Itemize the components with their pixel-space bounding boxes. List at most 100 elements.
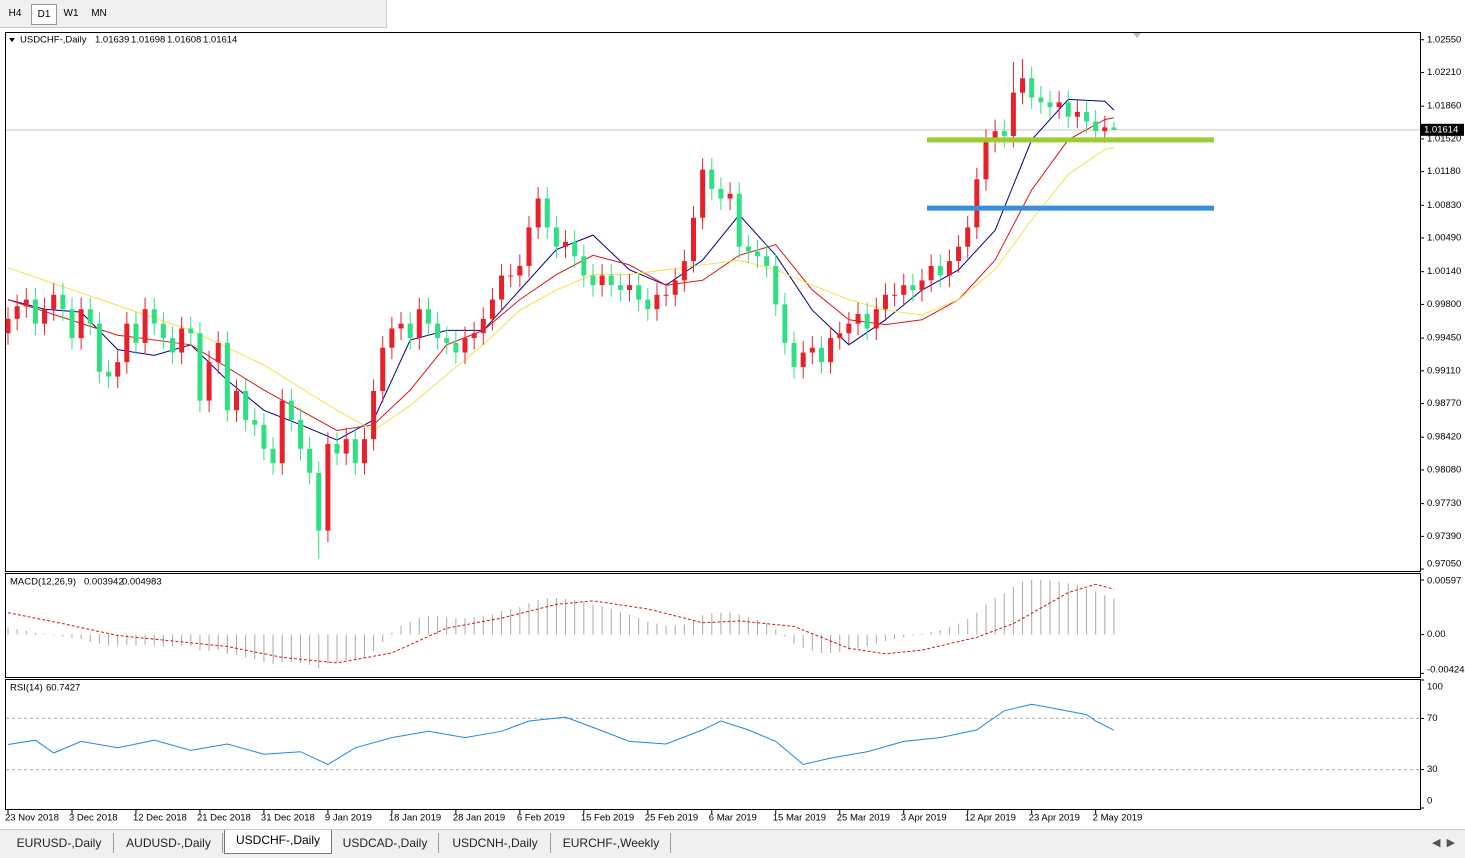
chart-tab[interactable]: AUDUSD-,Daily (115, 833, 223, 853)
y-tick-label: 1.00490 (1427, 233, 1461, 244)
candle-body (956, 246, 962, 262)
macd-bar (894, 634, 896, 640)
macd-bar (382, 634, 384, 642)
candle-body (499, 275, 505, 300)
macd-bar (162, 634, 164, 647)
x-tick-label: 15 Mar 2019 (773, 813, 826, 824)
candle-body (1001, 131, 1007, 136)
y-tick-label: 70 (1427, 713, 1438, 724)
candle-body (919, 280, 925, 290)
chart-tab[interactable]: USDCHF-,Daily (224, 830, 332, 854)
macd-bar (802, 634, 804, 649)
chart-tab[interactable]: EURUSD-,Daily (5, 833, 114, 853)
macd-bar (501, 610, 503, 635)
macd-bar (446, 617, 448, 635)
macd-bar (1067, 583, 1069, 635)
macd-bar (1104, 595, 1106, 635)
candle-body (206, 362, 212, 401)
candle-body (782, 304, 788, 343)
candle-body (297, 419, 303, 449)
y-tick-label: 0 (1427, 796, 1432, 807)
x-tick-label: 12 Apr 2019 (965, 813, 1016, 824)
macd-bar (948, 627, 950, 635)
macd-bar (884, 634, 886, 641)
candle-body (809, 347, 815, 353)
candle-body (224, 342, 230, 411)
candle-body (663, 294, 669, 296)
candle-body (325, 443, 331, 531)
macd-bar (62, 634, 64, 637)
candle-body (1029, 78, 1035, 98)
chart-tab[interactable]: EURCHF-,Weekly (552, 833, 671, 853)
macd-bar (976, 612, 978, 635)
x-tick-label: 31 Dec 2018 (261, 813, 315, 824)
y-tick-label: 1.00140 (1427, 266, 1461, 277)
macd-bar (345, 634, 347, 661)
candle-body (197, 333, 203, 401)
macd-bar (89, 634, 91, 642)
chart-tab[interactable]: USDCNH-,Daily (440, 833, 551, 853)
candle-body (96, 323, 102, 372)
y-tick-label: 0.00597 (1427, 576, 1461, 587)
timeframe-button[interactable]: W1 (63, 8, 79, 19)
timeframe-button[interactable]: H4 (8, 8, 22, 19)
macd-bar (290, 634, 292, 663)
macd-bar (738, 614, 740, 635)
macd-bar (226, 634, 228, 654)
y-tick-label: 0.98770 (1427, 398, 1461, 409)
candle-body (288, 400, 294, 420)
candle-body (361, 439, 367, 464)
candle-body (215, 342, 221, 363)
macd-bar (391, 632, 393, 635)
macd-bar (16, 629, 18, 635)
macd-bar (985, 604, 987, 635)
candle-body (42, 309, 48, 324)
x-tick-label: 3 Apr 2019 (901, 813, 947, 824)
macd-bar (318, 634, 320, 669)
macd-bar (574, 599, 576, 635)
timeframe-button[interactable]: D1 (31, 4, 57, 25)
macd-bar (546, 598, 548, 635)
candle-body (78, 309, 84, 339)
scroll-arrows[interactable]: ◀ ▶ (1432, 837, 1456, 849)
candle-body (965, 227, 971, 247)
ohlc-low: 1.01608 (167, 35, 201, 46)
macd-bar (1012, 587, 1014, 635)
macd-bar (729, 611, 731, 635)
shift-marker (1133, 33, 1141, 38)
candle-body (983, 140, 989, 180)
timeframe-button[interactable]: MN (91, 8, 107, 19)
macd-bar (875, 634, 877, 644)
ohlc-open: 1.01639 (95, 35, 129, 46)
macd-bar (199, 634, 201, 651)
candle-body (334, 443, 340, 454)
chart-tab[interactable]: USDCAD-,Daily (332, 833, 439, 853)
macd-bar (683, 624, 685, 635)
chart-tabs: EURUSD-,Daily AUDUSD-,Daily USDCHF-,Dail… (0, 829, 1465, 858)
candle-body (416, 309, 422, 339)
macd-bar (254, 634, 256, 660)
rsi-title: RSI(14) (10, 683, 43, 694)
macd-bar (747, 617, 749, 635)
candle-body (773, 265, 779, 305)
y-tick-label: 0.98080 (1427, 464, 1461, 475)
macd-bar (34, 632, 36, 635)
candle-body (572, 241, 578, 257)
macd-bar (1040, 579, 1042, 635)
macd-bar (811, 634, 813, 652)
y-tick-label: 100 (1427, 682, 1443, 693)
candle-body (1084, 111, 1090, 122)
macd-bar (190, 634, 192, 647)
signal-line (7, 583, 1115, 664)
x-tick-label: 12 Dec 2018 (133, 813, 187, 824)
x-tick-label: 25 Mar 2019 (837, 813, 890, 824)
y-tick-label: 0.99450 (1427, 333, 1461, 344)
price-label: 1.01614 (1424, 124, 1458, 135)
candle-body (645, 299, 651, 310)
macd-panel (5, 573, 1421, 678)
macd-bar (354, 634, 356, 660)
y-tick-label: 30 (1427, 764, 1438, 775)
macd-bar (126, 634, 128, 645)
candle-body (1102, 127, 1108, 132)
candle-body (1093, 121, 1099, 132)
